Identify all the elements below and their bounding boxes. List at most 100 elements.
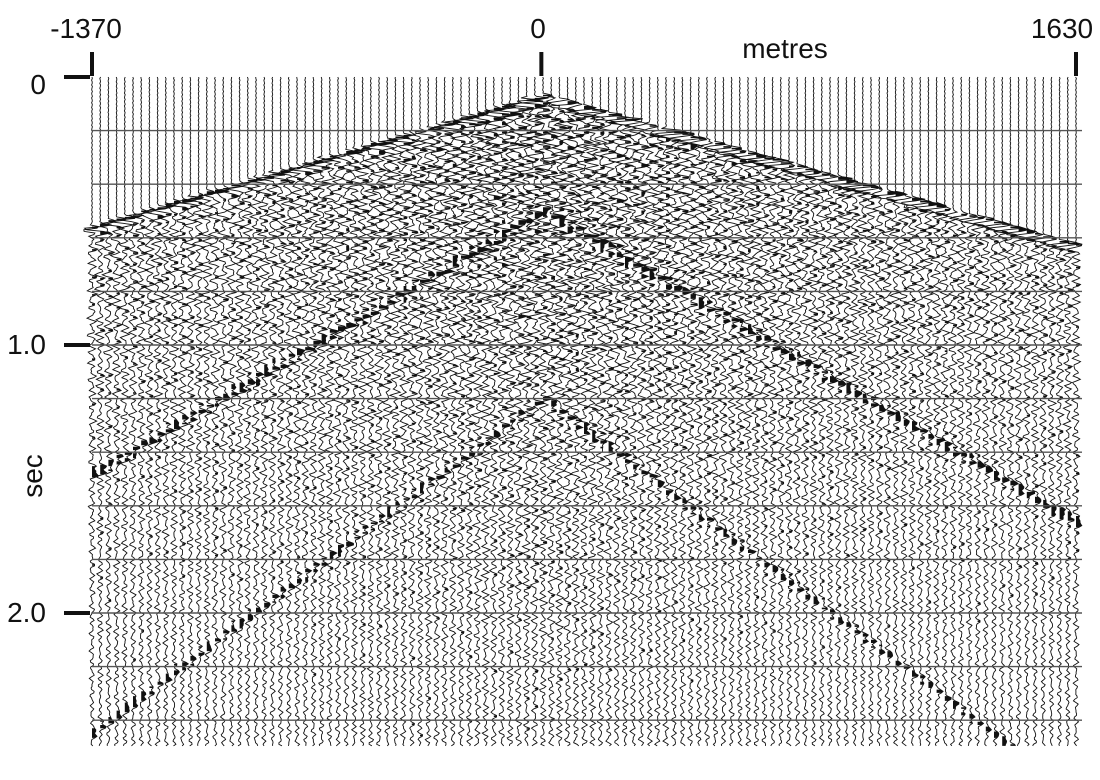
trace-38-peak-fill-27 xyxy=(403,572,407,574)
trace-3 xyxy=(101,76,128,746)
trace-104-peak-fill-10 xyxy=(944,442,953,452)
trace-77-peak-fill-5 xyxy=(723,210,728,213)
trace-47-peak-fill-19 xyxy=(477,316,482,319)
trace-102-peak-fill-0 xyxy=(928,202,942,206)
trace-54-peak-fill-30 xyxy=(534,498,539,500)
trace-69 xyxy=(648,76,672,747)
trace-16-peak-fill-6 xyxy=(223,316,229,319)
trace-90-peak-fill-13 xyxy=(830,517,834,520)
trace-97-peak-fill-7 xyxy=(887,302,892,304)
trace-31-peak-fill-1 xyxy=(346,162,352,164)
trace-82-peak-fill-7 xyxy=(764,270,770,272)
trace-118-peak-fill-0 xyxy=(1059,241,1069,243)
trace-49-peak-fill-24 xyxy=(493,424,497,426)
trace-78-peak-fill-7 xyxy=(731,258,739,261)
trace-87 xyxy=(789,76,818,747)
trace-62-peak-fill-3 xyxy=(600,149,609,151)
trace-64-peak-fill-4 xyxy=(616,181,623,184)
trace-113-peak-fill-7 xyxy=(1018,483,1025,496)
trace-38-peak-fill-26 xyxy=(403,556,407,558)
trace-39-peak-fill-2 xyxy=(411,165,417,167)
trace-40-peak-fill-11 xyxy=(420,279,430,283)
trace-64-peak-fill-13 xyxy=(616,308,623,311)
trace-18-peak-fill-6 xyxy=(239,316,243,319)
trace-110-peak-fill-9 xyxy=(994,416,998,418)
trace-120-peak-fill-10 xyxy=(1076,549,1079,552)
trace-36 xyxy=(372,76,399,747)
trace-54-peak-fill-9 xyxy=(534,176,539,179)
trace-40-peak-fill-15 xyxy=(420,337,425,340)
trace-84-peak-fill-7 xyxy=(780,255,787,258)
trace-106-peak-fill-12 xyxy=(961,707,966,709)
trace-4-peak-fill-9 xyxy=(124,702,130,713)
trace-65-peak-fill-26 xyxy=(625,459,632,463)
trace-8-peak-fill-6 xyxy=(157,313,162,315)
trace-74-peak-fill-22 xyxy=(698,628,702,631)
trace-20-peak-fill-12 xyxy=(256,450,259,452)
trace-49-peak-fill-2 xyxy=(493,133,499,137)
trace-68-peak-fill-20 xyxy=(649,480,653,483)
trace-119-peak-fill-2 xyxy=(1067,273,1073,275)
trace-86-peak-fill-19 xyxy=(797,570,801,573)
trace-58-peak-fill-20 xyxy=(567,332,574,335)
trace-57-peak-fill-6 xyxy=(559,186,567,188)
trace-94-peak-fill-3 xyxy=(862,215,867,217)
trace-66-peak-fill-21 xyxy=(633,474,639,476)
trace-62-peak-fill-29 xyxy=(600,633,604,635)
trace-76-peak-fill-11 xyxy=(715,339,718,341)
trace-50-peak-fill-29 xyxy=(502,442,507,444)
trace-55-peak-fill-2 xyxy=(543,109,550,111)
trace-110-peak-fill-4 xyxy=(994,323,997,325)
trace-47-peak-fill-3 xyxy=(477,138,484,140)
trace-76-peak-fill-15 xyxy=(715,421,718,423)
trace-11-peak-fill-5 xyxy=(182,239,187,241)
trace-116-peak-fill-7 xyxy=(1043,352,1047,354)
trace-24-peak-fill-13 xyxy=(288,387,293,389)
trace-86-peak-fill-8 xyxy=(797,270,802,272)
trace-34-peak-fill-18 xyxy=(370,372,376,375)
trace-80-peak-fill-11 xyxy=(748,361,752,364)
trace-47-peak-fill-24 xyxy=(477,453,483,455)
trace-86-peak-fill-1 xyxy=(797,173,805,176)
trace-29-peak-fill-10 xyxy=(329,335,337,340)
trace-29-peak-fill-17 xyxy=(329,567,333,569)
trace-53 xyxy=(506,76,544,746)
trace-44-peak-fill-10 xyxy=(452,241,458,243)
trace-96-peak-fill-10 xyxy=(879,405,886,412)
trace-13-peak-fill-12 xyxy=(198,409,207,414)
trace-65-peak-fill-23 xyxy=(625,430,628,433)
trace-66-peak-fill-20 xyxy=(633,464,640,470)
trace-40-peak-fill-16 xyxy=(420,369,425,372)
trace-63-peak-fill-8 xyxy=(608,215,614,217)
trace-3-peak-fill-4 xyxy=(116,292,120,295)
trace-116 xyxy=(1033,76,1054,747)
trace-31-peak-fill-15 xyxy=(346,389,349,391)
trace-5-peak-fill-7 xyxy=(133,298,138,301)
trace-103-peak-fill-3 xyxy=(936,229,941,232)
trace-104-peak-fill-4 xyxy=(944,268,950,270)
trace-82-peak-fill-20 xyxy=(764,562,771,568)
trace-89-peak-fill-9 xyxy=(821,332,827,335)
trace-82-peak-fill-9 xyxy=(764,308,769,311)
trace-75-peak-fill-5 xyxy=(707,218,714,221)
trace-89-peak-fill-16 xyxy=(821,475,826,478)
trace-106-peak-fill-7 xyxy=(961,445,965,447)
trace-96-peak-fill-14 xyxy=(879,464,884,467)
trace-46-peak-fill-16 xyxy=(469,294,476,296)
trace-44-peak-fill-6 xyxy=(452,205,457,208)
trace-2-peak-fill-2 xyxy=(108,252,115,254)
trace-55-peak-fill-16 xyxy=(543,276,547,278)
trace-18-peak-fill-13 xyxy=(239,618,245,629)
trace-97-peak-fill-5 xyxy=(887,265,892,267)
trace-77-peak-fill-14 xyxy=(723,339,729,341)
trace-93-peak-fill-12 xyxy=(854,437,858,439)
trace-74-peak-fill-19 xyxy=(698,507,703,510)
trace-22-peak-fill-18 xyxy=(272,551,276,553)
trace-3-peak-fill-11 xyxy=(116,454,124,459)
trace-5-peak-fill-15 xyxy=(133,659,136,661)
trace-41-peak-fill-21 xyxy=(428,538,431,541)
trace-111-peak-fill-14 xyxy=(1002,585,1006,587)
trace-108 xyxy=(964,76,988,746)
trace-22 xyxy=(256,76,286,746)
trace-45-peak-fill-12 xyxy=(461,221,469,224)
